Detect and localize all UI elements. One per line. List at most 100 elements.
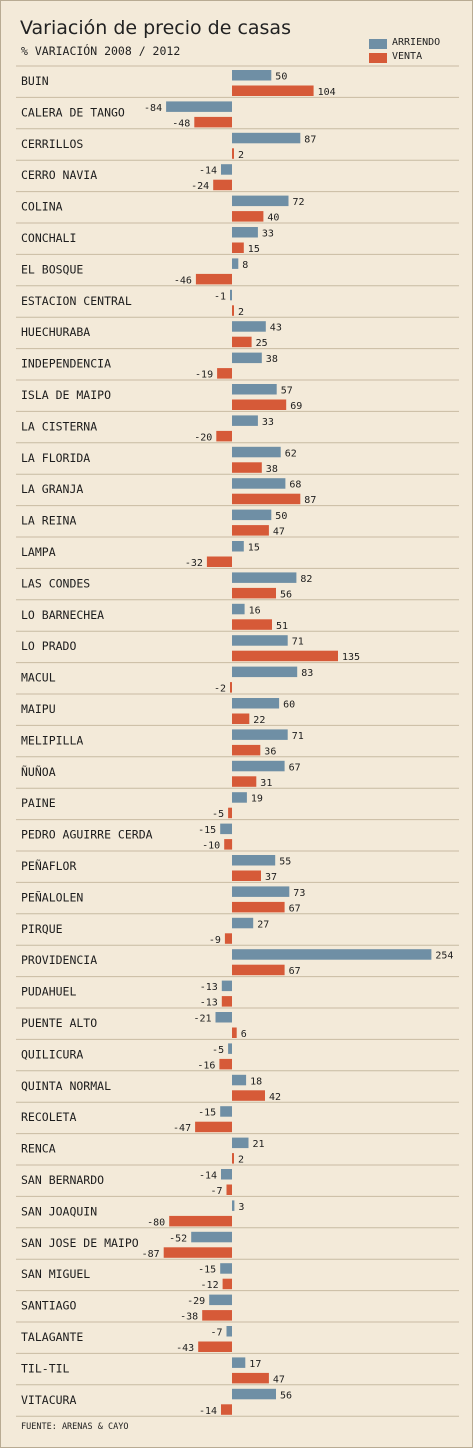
value-label-arriendo-el-bosque: 8 [242,260,248,271]
value-label-venta-la-cisterna: -20 [194,432,212,443]
category-label-renca: RENCA [21,1142,56,1156]
value-label-arriendo-la-cisterna: 33 [262,417,274,428]
value-label-venta-la-florida: 38 [266,464,278,475]
bar-venta-penaflor [232,870,261,881]
bar-arriendo-buin [232,70,272,81]
value-label-venta-renca: 2 [238,1155,244,1166]
bar-venta-huechuraba [232,336,252,348]
value-label-arriendo-buin: 50 [275,72,287,83]
bar-arriendo-talagante [226,1326,232,1337]
bar-arriendo-el-bosque [232,258,239,269]
value-label-arriendo-lo-prado: 71 [292,637,304,648]
bar-venta-colina [232,211,264,222]
category-label-pudahuel: PUDAHUEL [21,985,76,999]
bar-arriendo-san-joaquin [232,1200,235,1211]
bar-venta-calera-de-tango [194,116,232,128]
bar-arriendo-la-florida [232,446,281,458]
bar-arriendo-penalolen [232,886,290,897]
category-label-penalolen: PEÑALOLEN [21,889,83,904]
bar-arriendo-cerrillos [232,132,301,144]
category-label-nunoa: ÑUÑOA [21,764,56,779]
category-label-pedro-aguirre-cerda: PEDRO AGUIRRE CERDA [21,828,153,842]
bar-venta-pirque [224,933,232,944]
value-label-venta-colina: 40 [267,213,279,224]
category-label-cerro-navia: CERRO NAVIA [21,168,97,182]
category-label-estacion-central: ESTACION CENTRAL [21,294,132,308]
value-label-venta-lampa: -32 [185,558,203,569]
category-label-buin: BUIN [21,74,49,88]
value-label-arriendo-san-bernardo: -14 [199,1171,217,1182]
bar-arriendo-renca [232,1137,249,1149]
value-label-venta-estacion-central: 2 [238,307,244,318]
value-label-venta-el-bosque: -46 [174,275,192,286]
value-label-venta-huechuraba: 25 [256,338,268,349]
bar-arriendo-calera-de-tango [166,101,232,112]
value-label-arriendo-lampa: 15 [248,543,260,554]
bar-arriendo-maipu [232,698,280,709]
value-label-venta-penaflor: 37 [265,872,277,883]
bar-venta-san-jose-de-maipo [163,1247,232,1258]
value-label-arriendo-lo-barnechea: 16 [249,605,261,616]
bar-arriendo-recoleta [220,1106,232,1117]
category-label-independencia: INDEPENDENCIA [21,357,111,371]
bar-arriendo-providencia [232,949,432,960]
bar-arriendo-estacion-central [230,289,232,301]
category-label-las-condes: LAS CONDES [21,576,90,590]
bar-venta-lo-barnechea [232,619,272,630]
bar-arriendo-penaflor [232,855,276,866]
bar-venta-isla-de-maipo [232,399,287,410]
value-label-arriendo-la-florida: 62 [285,448,297,459]
value-label-venta-santiago: -38 [180,1312,198,1323]
bar-venta-penalolen [232,901,285,913]
bar-arriendo-quinta-normal [232,1074,247,1086]
value-label-arriendo-nunoa: 67 [289,762,301,773]
value-label-arriendo-vitacura: 56 [280,1390,292,1401]
bar-venta-lo-prado [232,650,338,662]
bar-arriendo-lo-barnechea [232,603,245,615]
bar-arriendo-san-miguel [220,1263,232,1274]
bar-venta-la-reina [232,525,269,536]
value-label-arriendo-conchali: 33 [262,229,274,240]
value-label-venta-la-reina: 47 [273,527,285,538]
category-label-vitacura: VITACURA [21,1393,76,1407]
value-label-venta-buin: 104 [318,87,336,98]
bar-arriendo-pedro-aguirre-cerda [220,823,232,835]
value-label-arriendo-la-granja: 68 [289,480,301,491]
category-label-pirque: PIRQUE [21,922,63,936]
bar-venta-pudahuel [221,996,232,1007]
value-label-arriendo-cerro-navia: -14 [199,166,217,177]
value-label-venta-la-granja: 87 [304,495,316,506]
category-label-colina: COLINA [21,200,63,214]
value-label-venta-san-jose-de-maipo: -87 [142,1249,160,1260]
value-label-arriendo-recoleta: -15 [198,1108,216,1119]
value-label-arriendo-cerrillos: 87 [304,134,316,145]
bar-arriendo-quilicura [228,1043,232,1054]
category-label-san-miguel: SAN MIGUEL [21,1267,90,1281]
value-label-venta-lo-prado: 135 [342,652,360,663]
bar-venta-nunoa [232,776,257,787]
bar-venta-quilicura [219,1058,232,1070]
bar-venta-la-cisterna [216,430,232,442]
value-label-venta-san-miguel: -12 [201,1280,219,1291]
bar-arriendo-cerro-navia [221,164,232,175]
category-label-cerrillos: CERRILLOS [21,137,83,151]
value-label-arriendo-puente-alto: -21 [193,1014,211,1025]
bar-arriendo-vitacura [232,1388,276,1400]
bar-venta-el-bosque [195,273,232,285]
bar-arriendo-melipilla [232,729,288,740]
bar-arriendo-colina [232,195,289,207]
bar-arriendo-la-granja [232,478,286,489]
bar-venta-san-miguel [222,1278,232,1290]
category-label-macul: MACUL [21,671,56,685]
value-label-venta-cerrillos: 2 [238,150,244,161]
value-label-venta-calera-de-tango: -48 [172,118,190,129]
bar-venta-maipu [232,713,250,724]
value-label-arriendo-pirque: 27 [257,919,269,930]
bar-venta-quinta-normal [232,1090,265,1101]
value-label-arriendo-colina: 72 [293,197,305,208]
value-label-arriendo-estacion-central: -1 [214,291,226,302]
category-label-conchali: CONCHALI [21,231,76,245]
value-label-venta-quinta-normal: 42 [269,1092,281,1103]
value-label-venta-penalolen: 67 [289,903,301,914]
